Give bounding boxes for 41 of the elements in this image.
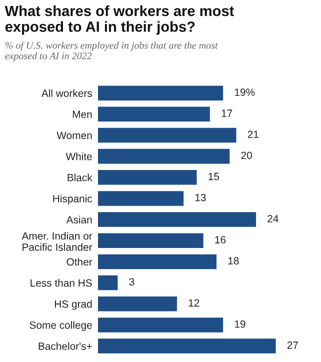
y-tick-label: Asian <box>66 216 92 224</box>
data-label: 19 <box>234 320 246 328</box>
y-tick-label: Men <box>72 110 92 118</box>
bar <box>98 86 224 100</box>
data-label: 3 <box>129 278 134 286</box>
y-tick-label: All workers <box>41 89 92 97</box>
bar <box>98 148 230 164</box>
data-label: 18 <box>228 257 239 265</box>
y-tick-label: HS grad <box>54 300 92 310</box>
chart-subtitle: % of U.S. workers employed in jobs that are the most exposed to AI in 2022 <box>5 42 218 62</box>
y-tick-label: Amer. Indian or Pacific Islander <box>22 232 92 251</box>
data-label: 15 <box>208 172 219 180</box>
data-label: 24 <box>268 214 278 222</box>
data-label: 27 <box>287 341 298 349</box>
bar <box>98 191 184 206</box>
bar <box>98 254 216 270</box>
bar <box>98 233 204 248</box>
y-tick-label: Other <box>66 258 92 266</box>
bar <box>98 275 118 290</box>
data-label: 19% <box>234 88 255 96</box>
bar <box>98 338 276 354</box>
data-label: 20 <box>241 152 252 160</box>
y-tick-label: White <box>66 152 92 160</box>
y-tick-label: Less than HS <box>30 279 92 287</box>
chart-title: What shares of workers are most exposed to AI in their jobs? <box>4 5 234 35</box>
y-tick-label: Hispanic <box>53 194 92 204</box>
data-label: 17 <box>222 110 232 117</box>
y-tick-label: Bachelor's+ <box>38 342 92 350</box>
bar <box>98 212 256 227</box>
y-tick-label: Black <box>68 174 92 182</box>
bar <box>98 106 210 122</box>
data-label: 12 <box>188 299 200 307</box>
bar <box>98 170 197 185</box>
bar <box>98 128 236 143</box>
y-tick-label: Some college <box>30 321 92 331</box>
y-tick-label: Women <box>56 132 92 140</box>
bar <box>98 318 224 332</box>
data-label: 13 <box>195 194 206 202</box>
data-label: 21 <box>248 130 258 138</box>
bar <box>98 296 177 312</box>
data-label: 16 <box>215 236 226 244</box>
